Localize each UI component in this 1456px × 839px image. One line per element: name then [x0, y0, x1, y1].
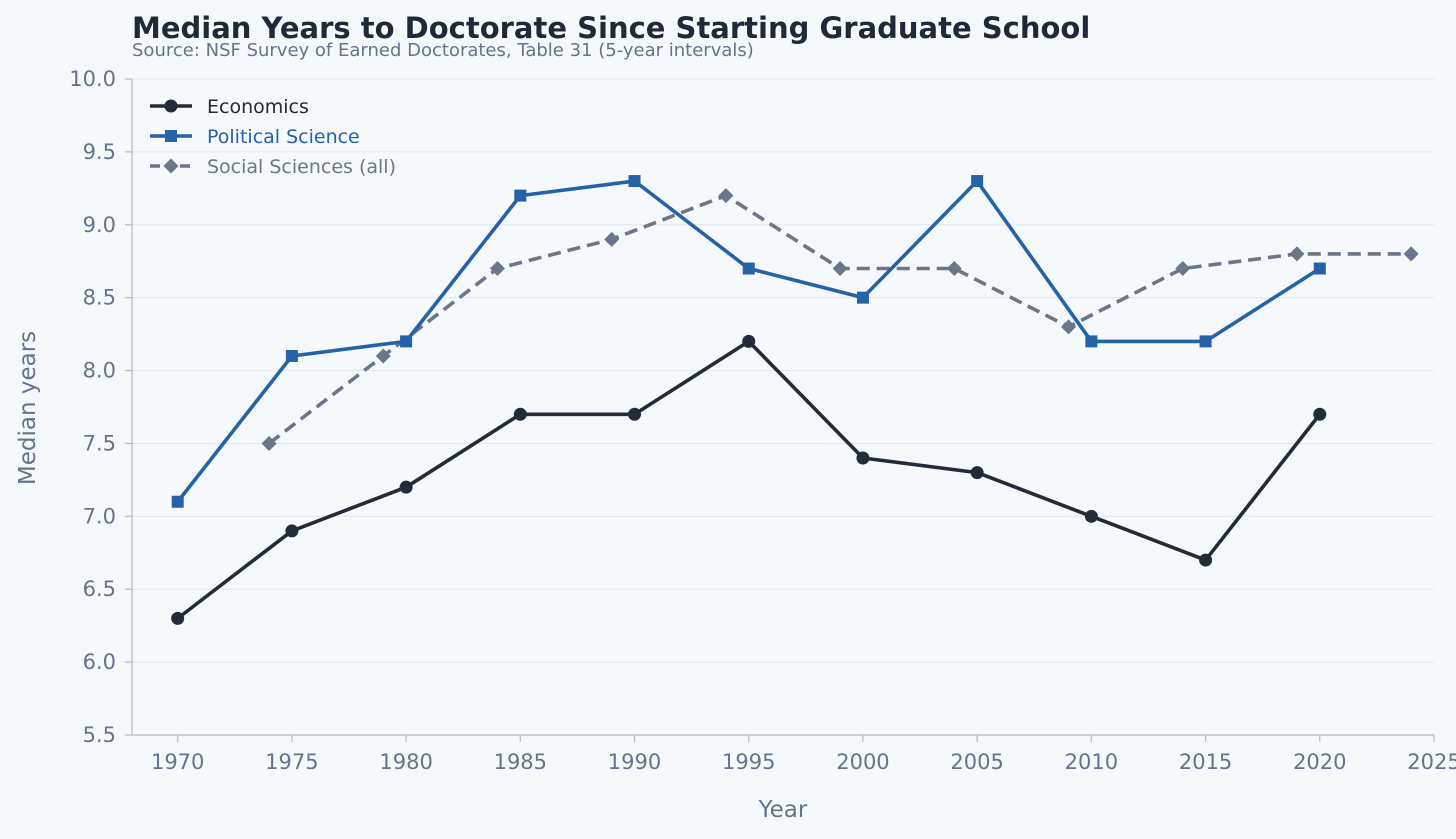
data-point	[1175, 261, 1191, 277]
axes	[131, 79, 1434, 736]
data-point	[971, 175, 984, 188]
data-point	[970, 466, 984, 480]
chart-subtitle: Source: NSF Survey of Earned Doctorates,…	[132, 40, 754, 61]
legend-marker	[164, 99, 178, 113]
y-tick-label: 7.0	[83, 504, 116, 528]
legend-item: Social Sciences (all)	[150, 156, 396, 178]
data-point	[856, 451, 870, 465]
data-point	[171, 495, 184, 508]
legend-item: Economics	[150, 96, 309, 118]
chart-title: Median Years to Doctorate Since Starting…	[132, 11, 1090, 45]
data-point	[1403, 246, 1419, 262]
data-point	[604, 231, 620, 247]
data-point	[628, 175, 641, 188]
y-axis-label: Median years	[15, 331, 41, 485]
data-point	[171, 611, 185, 625]
legend-label: Economics	[207, 96, 309, 118]
data-point	[514, 189, 527, 202]
x-tick-label: 1995	[722, 750, 775, 774]
gridlines	[132, 78, 1434, 663]
legend-label: Political Science	[207, 126, 360, 148]
series-political-science	[171, 175, 1326, 508]
x-tick-label: 2015	[1179, 750, 1232, 774]
x-tick-label: 2010	[1065, 750, 1118, 774]
y-tick-label: 9.5	[83, 140, 116, 164]
y-tick-label: 6.0	[83, 650, 116, 674]
data-point	[1199, 553, 1213, 567]
data-point	[285, 524, 299, 538]
legend-label: Social Sciences (all)	[207, 156, 396, 178]
legend-item: Political Science	[150, 126, 360, 148]
legend: Economics Political Science Social Science…	[150, 96, 396, 178]
data-point	[856, 291, 869, 304]
data-point	[718, 188, 734, 204]
series-social-sciences-all	[261, 188, 1419, 451]
data-point	[400, 335, 413, 348]
data-point	[1289, 246, 1305, 262]
x-tick-label: 1980	[379, 750, 432, 774]
data-point	[375, 348, 391, 364]
x-tick-label: 2020	[1293, 750, 1346, 774]
x-tick-label: 1975	[265, 750, 318, 774]
data-point	[1313, 262, 1326, 275]
x-tick-label: 1985	[494, 750, 547, 774]
data-point	[489, 261, 505, 277]
data-point	[285, 349, 298, 362]
x-tick-label: 1990	[608, 750, 661, 774]
data-point	[742, 334, 756, 348]
data-point	[1061, 319, 1077, 335]
y-tick-label: 6.5	[83, 577, 116, 601]
y-tick-label: 8.0	[83, 359, 116, 383]
data-point	[1084, 509, 1098, 523]
data-point	[1199, 335, 1212, 348]
y-tick-label: 10.0	[69, 67, 116, 91]
y-tick-label: 7.5	[83, 431, 116, 455]
x-tick-label: 1970	[151, 750, 204, 774]
data-point	[832, 261, 848, 277]
series-economics	[171, 334, 1327, 625]
x-tick-label: 2000	[836, 750, 889, 774]
y-tick-label: 5.5	[83, 723, 116, 747]
legend-marker	[165, 130, 177, 142]
data-point	[628, 407, 642, 421]
data-point	[1085, 335, 1098, 348]
x-axis-label: Year	[758, 797, 808, 823]
x-tick-label: 2025	[1407, 750, 1456, 774]
series-group	[171, 175, 1419, 625]
data-point	[1313, 407, 1327, 421]
x-tick-label: 2005	[950, 750, 1003, 774]
data-point	[742, 262, 755, 275]
data-point	[399, 480, 413, 494]
y-tick-label: 9.0	[83, 213, 116, 237]
tick-labels: 5.5 6.0 6.5 7.0 7.5 8.0 8.5 9.0 9.5 10.0 1970 1975 1…	[69, 67, 1456, 774]
data-point	[261, 435, 277, 451]
data-point	[513, 407, 527, 421]
legend-marker	[163, 158, 179, 174]
y-tick-label: 8.5	[83, 286, 116, 310]
data-point	[946, 261, 962, 277]
